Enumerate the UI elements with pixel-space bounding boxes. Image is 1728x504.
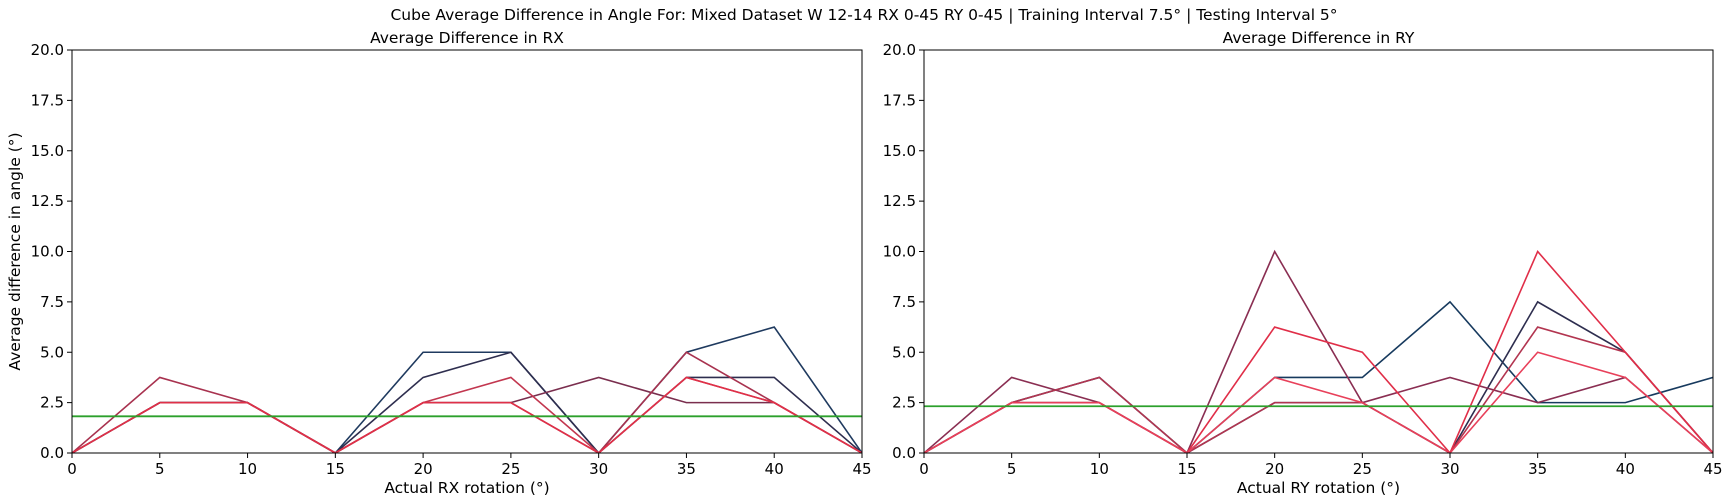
y-tick-label: 12.5 bbox=[883, 192, 916, 210]
y-tick-label: 12.5 bbox=[31, 192, 64, 210]
y-tick-label: 15.0 bbox=[31, 142, 64, 160]
panel-rx: Average Difference in RX Actual RX rotati… bbox=[6, 29, 872, 497]
figure-title: Cube Average Difference in Angle For: Mi… bbox=[390, 6, 1338, 24]
x-tick-label: 5 bbox=[1007, 460, 1017, 478]
y-tick-label: 7.5 bbox=[40, 293, 64, 311]
series-line-5 bbox=[924, 250, 1713, 453]
x-tick-label: 0 bbox=[67, 460, 77, 478]
x-tick-label: 25 bbox=[501, 460, 520, 478]
y-axis-label: Average difference in angle (°) bbox=[6, 132, 24, 370]
series-line-5 bbox=[72, 376, 862, 453]
y-tick-label: 10.0 bbox=[31, 243, 64, 261]
x-tick-label: 10 bbox=[238, 460, 257, 478]
y-tick-label: 7.5 bbox=[892, 293, 916, 311]
x-tick-label: 25 bbox=[1353, 460, 1372, 478]
y-tick-label: 17.5 bbox=[31, 91, 64, 109]
y-tick-label: 20.0 bbox=[883, 41, 916, 59]
x-tick-label: 20 bbox=[414, 460, 433, 478]
x-tick-label: 40 bbox=[765, 460, 784, 478]
y-tick-label: 17.5 bbox=[883, 91, 916, 109]
series-line-6 bbox=[72, 376, 862, 453]
y-tick-label: 2.5 bbox=[40, 394, 64, 412]
y-tick-label: 5.0 bbox=[892, 343, 916, 361]
panel-ry: Average Difference in RY Actual RY rotati… bbox=[883, 29, 1723, 497]
x-tick-label: 15 bbox=[326, 460, 345, 478]
series-line-6 bbox=[924, 351, 1713, 453]
x-tick-label: 40 bbox=[1616, 460, 1635, 478]
y-tick-label: 0.0 bbox=[892, 444, 916, 462]
y-tick-label: 15.0 bbox=[883, 142, 916, 160]
y-tick-label: 10.0 bbox=[883, 243, 916, 261]
x-tick-label: 35 bbox=[1528, 460, 1547, 478]
axes-frame bbox=[923, 49, 1714, 454]
x-tick-label: 20 bbox=[1265, 460, 1284, 478]
y-tick-label: 20.0 bbox=[31, 41, 64, 59]
panel-title: Average Difference in RX bbox=[370, 29, 564, 47]
x-tick-label: 10 bbox=[1090, 460, 1109, 478]
y-tick-label: 0.0 bbox=[40, 444, 64, 462]
axes-frame bbox=[71, 49, 863, 454]
x-tick-label: 45 bbox=[1703, 460, 1722, 478]
x-axis-label: Actual RX rotation (°) bbox=[384, 479, 549, 497]
series-line-4 bbox=[924, 326, 1713, 453]
plot-area bbox=[72, 326, 862, 453]
x-tick-label: 30 bbox=[589, 460, 608, 478]
x-tick-label: 15 bbox=[1177, 460, 1196, 478]
x-tick-label: 0 bbox=[919, 460, 929, 478]
x-tick-label: 5 bbox=[155, 460, 165, 478]
y-tick-label: 2.5 bbox=[892, 394, 916, 412]
x-tick-label: 45 bbox=[852, 460, 871, 478]
x-tick-label: 35 bbox=[677, 460, 696, 478]
plot-area bbox=[924, 249, 1713, 453]
x-axis-label: Actual RY rotation (°) bbox=[1237, 479, 1400, 497]
series-line-1 bbox=[924, 300, 1713, 453]
series-line-3 bbox=[72, 376, 862, 453]
x-tick-label: 30 bbox=[1440, 460, 1459, 478]
series-line-3 bbox=[924, 249, 1713, 453]
y-tick-label: 5.0 bbox=[40, 343, 64, 361]
panel-title: Average Difference in RY bbox=[1223, 29, 1415, 47]
